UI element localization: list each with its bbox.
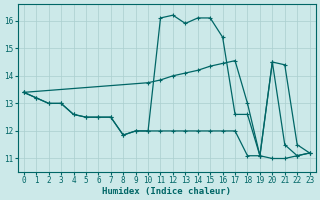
X-axis label: Humidex (Indice chaleur): Humidex (Indice chaleur) — [102, 187, 231, 196]
